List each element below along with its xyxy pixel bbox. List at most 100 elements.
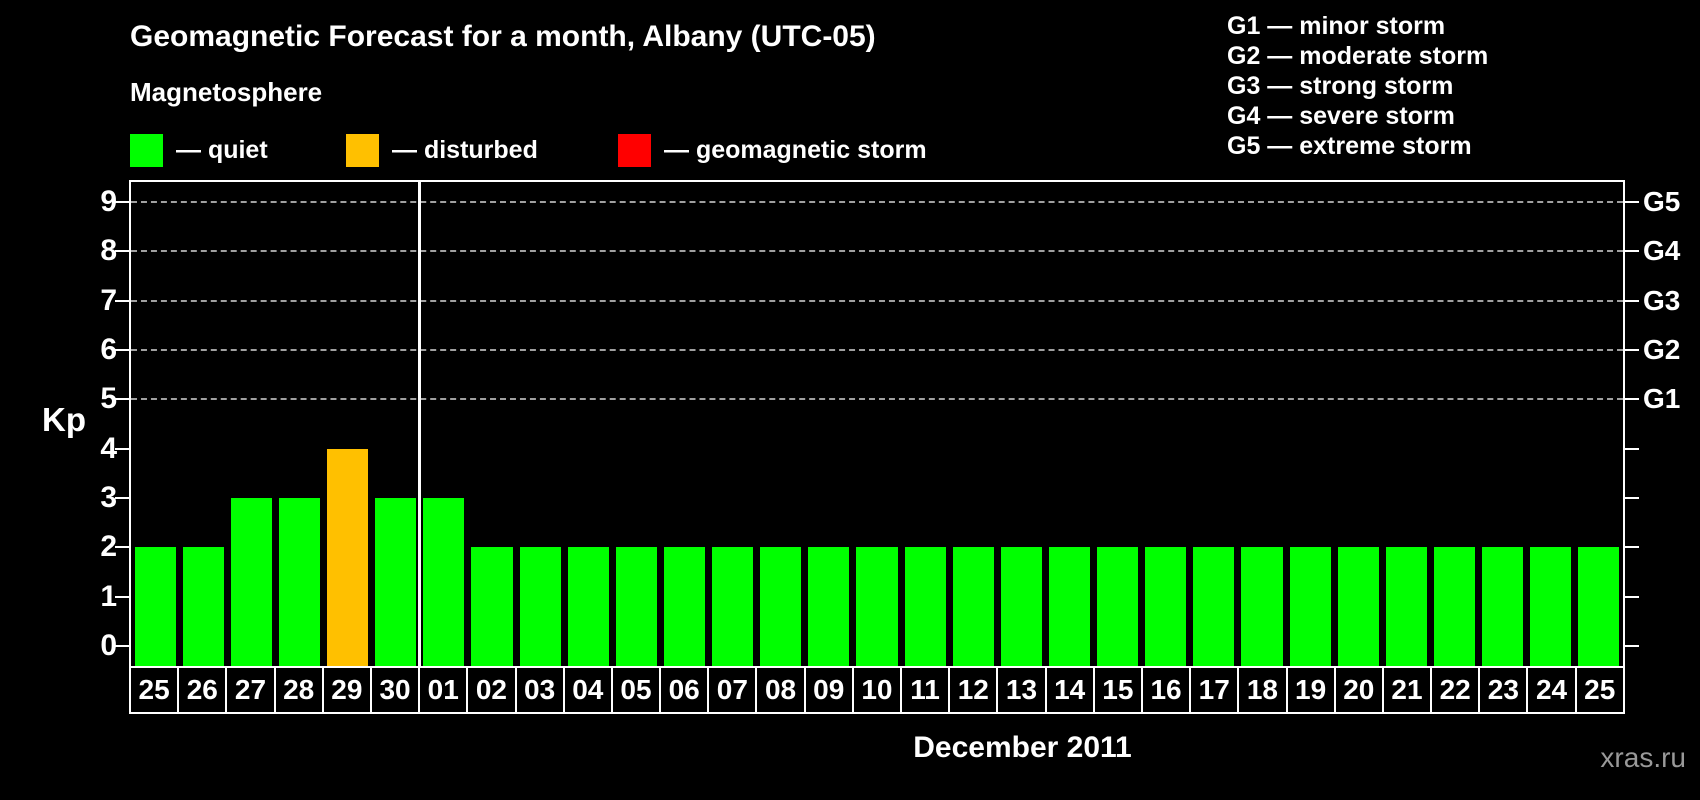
left-tick-kp-1 (115, 595, 129, 598)
kp-bar-day-21 (1385, 547, 1427, 666)
day-label-box: 13 (996, 666, 1047, 714)
legend-heading: Magnetosphere (130, 77, 323, 107)
legend-item-storm: — geomagnetic storm (618, 133, 927, 167)
kp-bar-day-08 (760, 547, 802, 666)
kp-bar-day-16 (1145, 547, 1187, 666)
day-label-box: 08 (755, 666, 806, 714)
storm-scale-line-2: G2 — moderate storm (1227, 42, 1489, 70)
kp-bar-day-07 (712, 547, 754, 666)
kp-bar-day-27 (230, 498, 272, 666)
kp-bar-day-17 (1193, 547, 1235, 666)
kp-bar-day-29 (327, 448, 369, 666)
storm-scale-legend: G1 — minor storm G2 — moderate storm G3 — … (1227, 11, 1488, 161)
day-label-box: 03 (514, 666, 565, 714)
left-tick-kp-4 (115, 447, 129, 450)
left-tick-kp-5 (115, 398, 129, 401)
day-label-box: 26 (177, 666, 228, 714)
right-tick-kp-5 (1625, 398, 1639, 401)
day-label-box: 27 (225, 666, 276, 714)
right-tick-kp-1 (1625, 595, 1639, 598)
storm-scale-line-4: G4 — severe storm (1227, 102, 1455, 130)
left-tick-kp-7 (115, 299, 129, 302)
legend-item-quiet: — quiet (130, 133, 268, 167)
quiet-swatch-icon (130, 133, 163, 167)
right-axis-label-g2: G2 (1643, 333, 1681, 365)
right-tick-kp-4 (1625, 447, 1639, 450)
left-tick-kp-6 (115, 348, 129, 351)
y-tick-label-8: 8 (100, 234, 117, 268)
day-label-box: 02 (466, 666, 517, 714)
chart-title: Geomagnetic Forecast for a month, Albany… (130, 20, 876, 53)
kp-bar-day-11 (904, 547, 946, 666)
day-label-box: 22 (1430, 666, 1481, 714)
month-separator-line (418, 182, 422, 666)
day-label-box: 19 (1285, 666, 1336, 714)
left-tick-kp-8 (115, 250, 129, 253)
kp-bar-day-25 (1578, 547, 1620, 666)
day-label-box: 15 (1092, 666, 1143, 714)
day-label-box: 07 (707, 666, 758, 714)
kp-bar-day-28 (278, 498, 320, 666)
right-axis-label-g3: G3 (1643, 284, 1681, 316)
day-label-box: 17 (1189, 666, 1240, 714)
kp-bar-day-20 (1337, 547, 1379, 666)
kp-bar-day-04 (567, 547, 609, 666)
disturbed-swatch-icon (346, 133, 379, 167)
plot-area: 0 1 2 3 4 5 6 7 8 9 G1 G2 G3 G4 G5 (100, 180, 1680, 668)
day-label-box: 23 (1478, 666, 1529, 714)
storm-scale-line-3: G3 — strong storm (1227, 72, 1454, 100)
storm-scale-line-1: G1 — minor storm (1227, 12, 1446, 40)
gridline-kp-5 (131, 398, 1623, 401)
gridline-kp-7 (131, 299, 1623, 302)
y-tick-label-3: 3 (100, 481, 117, 515)
storm-swatch-icon (618, 133, 651, 167)
kp-bar-day-26 (182, 547, 224, 666)
right-axis-label-g1: G1 (1643, 383, 1681, 415)
day-label-box: 18 (1237, 666, 1288, 714)
legend-item-disturbed: — disturbed (346, 133, 538, 167)
y-tick-label-9: 9 (100, 184, 117, 218)
y-tick-label-4: 4 (100, 431, 117, 465)
kp-bar-day-05 (615, 547, 657, 666)
day-label-box: 05 (610, 666, 662, 714)
day-label-box: 16 (1140, 666, 1192, 714)
right-tick-kp-8 (1625, 250, 1639, 253)
kp-bar-day-25 (134, 547, 176, 666)
watermark: xras.ru (1600, 742, 1686, 773)
y-axis-title: Kp (42, 401, 86, 438)
kp-bar-day-12 (952, 547, 994, 666)
kp-bar-day-14 (1048, 547, 1091, 666)
day-label-box: 04 (562, 666, 613, 714)
gridline-kp-9 (131, 200, 1623, 203)
right-tick-kp-6 (1625, 348, 1639, 351)
right-tick-kp-2 (1625, 546, 1639, 549)
left-tick-kp-9 (115, 200, 129, 203)
kp-bar-day-22 (1433, 547, 1476, 666)
kp-bar-day-30 (375, 498, 417, 666)
kp-bar-day-02 (471, 547, 513, 666)
left-tick-kp-2 (115, 546, 129, 549)
left-tick-kp-3 (115, 497, 129, 500)
kp-bar-day-23 (1482, 547, 1524, 666)
right-tick-kp-7 (1625, 299, 1639, 302)
y-tick-label-0: 0 (100, 629, 117, 663)
kp-bar-day-13 (1000, 547, 1042, 666)
kp-bar-day-15 (1097, 547, 1139, 666)
day-label-box: 10 (851, 666, 902, 714)
storm-scale-line-5: G5 — extreme storm (1227, 132, 1472, 160)
gridline-kp-6 (131, 348, 1623, 351)
gridline-kp-8 (131, 250, 1623, 253)
day-label-box: 14 (1044, 666, 1095, 714)
y-tick-label-5: 5 (100, 382, 117, 416)
right-tick-kp-3 (1625, 497, 1639, 500)
kp-bar-day-18 (1241, 547, 1283, 666)
kp-bar-day-01 (423, 498, 465, 666)
y-tick-label-1: 1 (100, 579, 117, 613)
right-axis-label-g5: G5 (1643, 185, 1681, 217)
kp-bar-day-09 (808, 547, 850, 666)
legend-item-label: — disturbed (392, 135, 538, 164)
day-label-box: 09 (803, 666, 854, 714)
y-tick-label-2: 2 (100, 530, 117, 564)
right-tick-kp-0 (1625, 645, 1639, 648)
